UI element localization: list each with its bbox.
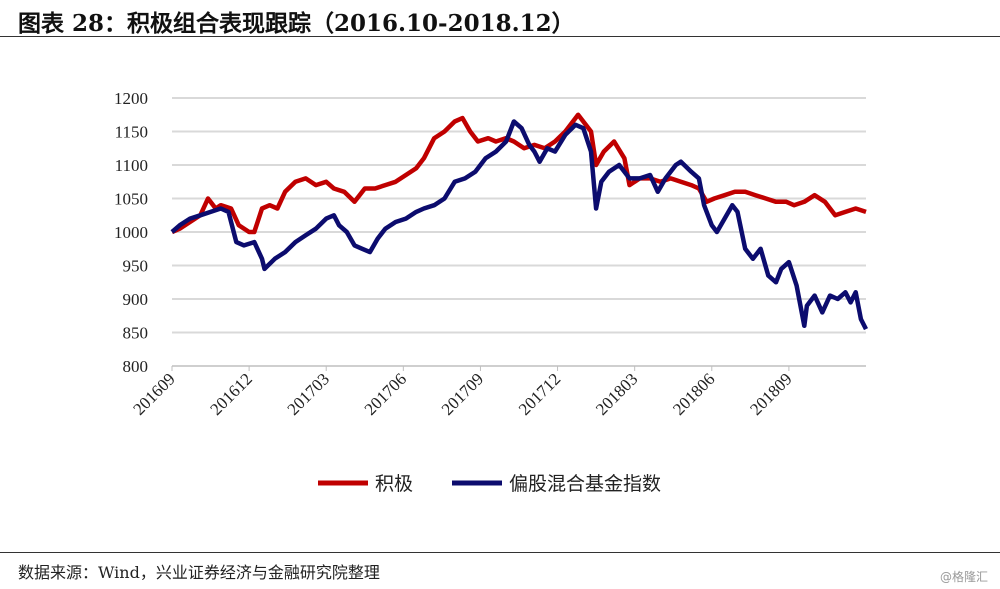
y-tick-label: 1200 (114, 89, 148, 108)
y-tick-label: 1100 (115, 156, 148, 175)
x-tick-label: 201709 (438, 369, 487, 418)
x-tick-label: 201803 (592, 369, 641, 418)
x-tick-label: 201712 (515, 369, 564, 418)
title-divider (0, 36, 1000, 37)
x-tick-label: 201706 (361, 369, 410, 418)
footer-divider (0, 552, 1000, 553)
y-tick-label: 900 (123, 290, 149, 309)
series-line-active-portfolio (171, 112, 867, 235)
figure-title: 图表 28：积极组合表现跟踪（2016.10-2018.12） (18, 10, 575, 37)
x-tick-label: 201612 (206, 369, 255, 418)
x-tick-label: 201806 (669, 369, 718, 418)
legend-label: 积极 (375, 473, 413, 495)
y-tick-label: 850 (123, 324, 149, 343)
y-tick-label: 1000 (114, 223, 148, 242)
x-tick-label: 201809 (746, 369, 795, 418)
y-tick-label: 800 (123, 357, 149, 376)
x-tick-label: 201703 (284, 369, 333, 418)
legend-label: 偏股混合基金指数 (509, 473, 661, 495)
x-tick-label: 201609 (129, 369, 178, 418)
source-note: 数据来源：Wind，兴业证券经济与金融研究院整理 (18, 563, 380, 582)
series-line-fund-index (170, 119, 869, 331)
y-tick-label: 950 (123, 257, 149, 276)
y-tick-label: 1150 (115, 123, 148, 142)
watermark: @格隆汇 (939, 570, 988, 584)
y-tick-label: 1050 (114, 190, 148, 209)
